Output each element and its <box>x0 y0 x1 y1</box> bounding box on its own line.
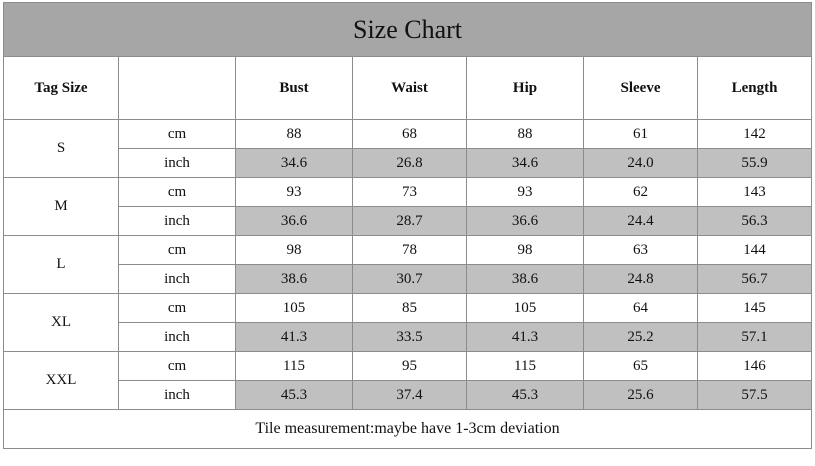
measurement: 41.3 <box>235 322 353 352</box>
size-row: inch 34.6 26.8 34.6 24.0 55.9 <box>4 148 812 178</box>
title-row: Size Chart <box>3 2 812 57</box>
measurement: 93 <box>235 177 353 207</box>
measurement: 146 <box>697 351 812 381</box>
unit-label: inch <box>118 322 236 352</box>
measurement: 24.4 <box>583 206 698 236</box>
unit-label: cm <box>118 119 236 149</box>
measurement: 56.7 <box>697 264 812 294</box>
measurement: 115 <box>466 351 584 381</box>
measurement: 144 <box>697 235 812 265</box>
measurement: 142 <box>697 119 812 149</box>
measurement: 57.1 <box>697 322 812 352</box>
measurement: 45.3 <box>466 380 584 410</box>
measurement: 85 <box>352 293 467 323</box>
tag-size-header: Tag Size <box>3 56 119 120</box>
measurement: 24.8 <box>583 264 698 294</box>
header-row: Tag Size Bust Waist Hip Sleeve Length <box>3 56 812 120</box>
measurement: 98 <box>466 235 584 265</box>
measurement: 38.6 <box>466 264 584 294</box>
column-header: Length <box>697 56 812 120</box>
size-row: inch 41.3 33.5 41.3 25.2 57.1 <box>4 322 812 352</box>
measurement: 64 <box>583 293 698 323</box>
measurement: 30.7 <box>352 264 467 294</box>
measurement: 105 <box>235 293 353 323</box>
size-row: inch 36.6 28.7 36.6 24.4 56.3 <box>4 206 812 236</box>
measurement: 62 <box>583 177 698 207</box>
measurement: 88 <box>466 119 584 149</box>
measurement: 145 <box>697 293 812 323</box>
unit-label: inch <box>118 206 236 236</box>
measurement: 38.6 <box>235 264 353 294</box>
size-row: inch 45.3 37.4 45.3 25.6 57.5 <box>4 380 812 410</box>
unit-label: cm <box>118 293 236 323</box>
column-header: Waist <box>352 56 467 120</box>
unit-label: cm <box>118 177 236 207</box>
column-header: Bust <box>235 56 353 120</box>
measurement: 55.9 <box>697 148 812 178</box>
title: Size Chart <box>3 2 812 57</box>
measurement: 36.6 <box>235 206 353 236</box>
measurement: 28.7 <box>352 206 467 236</box>
size-table: Size Chart Tag Size Bust Waist Hip Sleeve Len… <box>3 2 812 449</box>
measurement: 37.4 <box>352 380 467 410</box>
measurement: 25.2 <box>583 322 698 352</box>
footer-row: Tile measurement:maybe have 1-3cm deviat… <box>3 409 812 449</box>
measurement: 36.6 <box>466 206 584 236</box>
measurement: 57.5 <box>697 380 812 410</box>
measurement: 26.8 <box>352 148 467 178</box>
measurement: 41.3 <box>466 322 584 352</box>
size-label: XL <box>3 293 119 352</box>
column-header: Sleeve <box>583 56 698 120</box>
unit-label: inch <box>118 148 236 178</box>
measurement: 88 <box>235 119 353 149</box>
size-label: L <box>3 235 119 294</box>
measurement: 115 <box>235 351 353 381</box>
measurement: 33.5 <box>352 322 467 352</box>
size-row: inch 38.6 30.7 38.6 24.8 56.7 <box>4 264 812 294</box>
size-label: XXL <box>3 351 119 410</box>
measurement: 61 <box>583 119 698 149</box>
measurement: 143 <box>697 177 812 207</box>
unit-header <box>118 56 236 120</box>
measurement: 105 <box>466 293 584 323</box>
unit-label: cm <box>118 351 236 381</box>
measurement: 98 <box>235 235 353 265</box>
size-label: S <box>3 119 119 178</box>
measurement: 45.3 <box>235 380 353 410</box>
table-body: Size Chart Tag Size Bust Waist Hip Sleeve Len… <box>3 2 812 449</box>
footer-note: Tile measurement:maybe have 1-3cm deviat… <box>3 409 812 449</box>
measurement: 34.6 <box>235 148 353 178</box>
measurement: 73 <box>352 177 467 207</box>
measurement: 68 <box>352 119 467 149</box>
measurement: 63 <box>583 235 698 265</box>
size-row: XL cm 105 85 105 64 145 <box>3 293 812 352</box>
measurement: 93 <box>466 177 584 207</box>
size-row: XXL cm 115 95 115 65 146 <box>3 351 812 410</box>
unit-label: inch <box>118 380 236 410</box>
unit-label: cm <box>118 235 236 265</box>
measurement: 25.6 <box>583 380 698 410</box>
measurement: 24.0 <box>583 148 698 178</box>
column-header: Hip <box>466 56 584 120</box>
measurement: 65 <box>583 351 698 381</box>
measurement: 95 <box>352 351 467 381</box>
unit-label: inch <box>118 264 236 294</box>
measurement: 78 <box>352 235 467 265</box>
measurement: 34.6 <box>466 148 584 178</box>
size-label: M <box>3 177 119 236</box>
measurement: 56.3 <box>697 206 812 236</box>
